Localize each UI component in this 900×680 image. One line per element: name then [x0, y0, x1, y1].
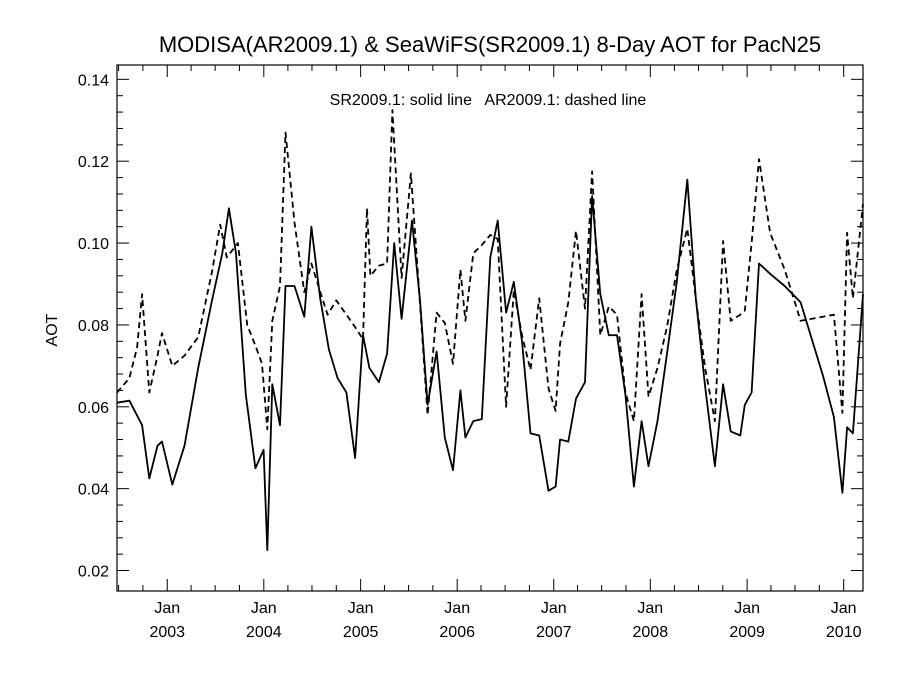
sr2009-solid-series-line [116, 178, 864, 551]
y-axis-label: AOT [44, 313, 61, 346]
y-tick-label: 0.02 [78, 564, 109, 581]
x-tick-year-label: 2003 [149, 624, 185, 641]
x-tick-year-label: 2004 [246, 624, 282, 641]
x-tick-month-label: Jan [251, 600, 277, 617]
x-tick-year-label: 2006 [439, 624, 475, 641]
ar2009-dashed-series-line [116, 109, 864, 431]
y-tick-label: 0.06 [78, 400, 109, 417]
x-tick-year-label: 2007 [536, 624, 572, 641]
x-tick-year-label: 2009 [729, 624, 765, 641]
x-tick-month-label: Jan [734, 600, 760, 617]
x-tick-month-label: Jan [444, 600, 470, 617]
y-tick-label: 0.04 [78, 482, 109, 499]
plot-frame [116, 64, 864, 592]
y-tick-label: 0.08 [78, 318, 109, 335]
x-tick-month-label: Jan [154, 600, 180, 617]
x-tick-year-label: 2008 [633, 624, 669, 641]
x-tick-month-label: Jan [637, 600, 663, 617]
line-style-annotation: SR2009.1: solid line AR2009.1: dashed li… [330, 92, 647, 109]
y-tick-label: 0.10 [78, 236, 109, 253]
x-tick-year-label: 2010 [826, 624, 862, 641]
x-tick-year-label: 2005 [343, 624, 379, 641]
y-tick-label: 0.14 [78, 72, 109, 89]
axis-ticks: 0.02 0.04 0.06 0.08 0.10 0.12 0.14 Jan 2003 Jan 20… [78, 65, 863, 641]
x-tick-month-label: Jan [348, 600, 374, 617]
x-tick-month-label: Jan [541, 600, 567, 617]
y-tick-label: 0.12 [78, 154, 109, 171]
x-tick-month-label: Jan [831, 600, 857, 617]
chart-title: MODISA(AR2009.1) & SeaWiFS(SR2009.1) 8-D… [159, 32, 821, 57]
series-layer [116, 109, 864, 551]
